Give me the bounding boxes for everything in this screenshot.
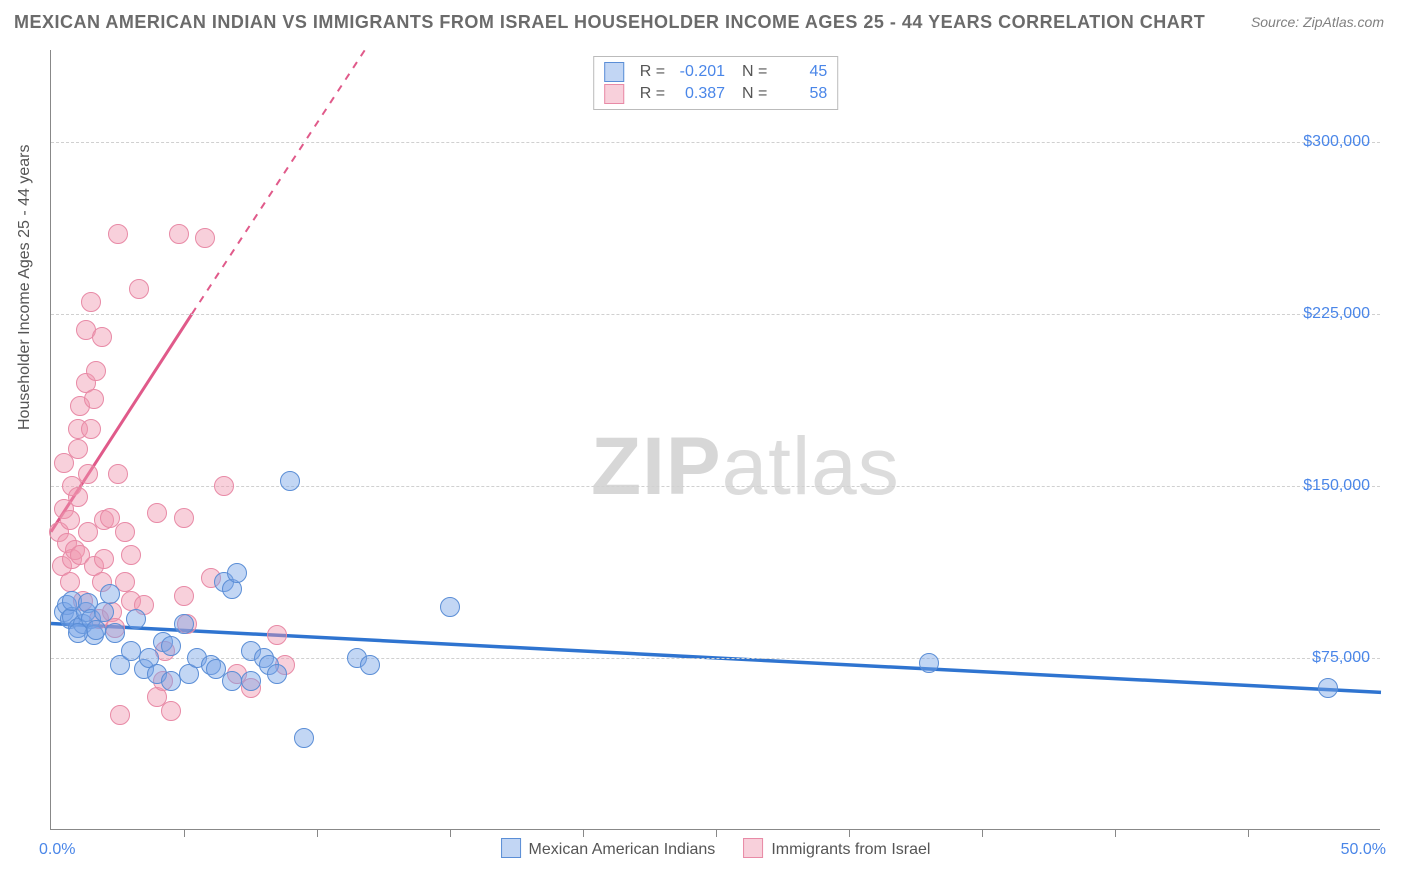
gridline-horizontal	[51, 142, 1380, 143]
scatter-point-series-a	[360, 655, 380, 675]
x-min-label: 0.0%	[39, 841, 75, 859]
x-max-label: 50.0%	[1341, 841, 1386, 859]
trend-lines-layer	[51, 50, 1381, 830]
scatter-point-series-b	[78, 464, 98, 484]
scatter-point-series-b	[147, 503, 167, 523]
x-tick	[450, 829, 451, 837]
trend-line	[192, 50, 365, 314]
scatter-point-series-b	[92, 327, 112, 347]
scatter-point-series-b	[86, 361, 106, 381]
scatter-point-series-b	[84, 389, 104, 409]
scatter-point-series-a	[105, 623, 125, 643]
scatter-point-series-b	[169, 224, 189, 244]
scatter-point-series-a	[280, 471, 300, 491]
y-tick-label: $75,000	[1312, 649, 1370, 667]
scatter-point-series-a	[161, 636, 181, 656]
xlegend-item-a: Mexican American Indians	[501, 838, 716, 859]
legend-r-label: R =	[640, 85, 665, 103]
scatter-point-series-b	[68, 487, 88, 507]
scatter-plot-area: ZIPatlas R = -0.201 N = 45 R = 0.387 N =…	[50, 50, 1380, 830]
source-label: Source:	[1251, 14, 1299, 30]
chart-title: MEXICAN AMERICAN INDIAN VS IMMIGRANTS FR…	[14, 12, 1205, 33]
scatter-point-series-a	[440, 597, 460, 617]
gridline-horizontal	[51, 314, 1380, 315]
legend-r-value-b: 0.387	[673, 85, 725, 103]
x-tick	[1248, 829, 1249, 837]
x-tick	[184, 829, 185, 837]
scatter-point-series-b	[81, 292, 101, 312]
xlegend-item-b: Immigrants from Israel	[743, 838, 930, 859]
scatter-point-series-b	[68, 439, 88, 459]
x-axis-series-legend: Mexican American Indians Immigrants from…	[501, 838, 931, 859]
y-axis-label: Householder Income Ages 25 - 44 years	[16, 145, 34, 431]
legend-row-series-b: R = 0.387 N = 58	[604, 83, 828, 105]
scatter-point-series-a	[94, 602, 114, 622]
scatter-point-series-b	[94, 549, 114, 569]
scatter-point-series-b	[108, 464, 128, 484]
y-tick-label: $225,000	[1303, 305, 1370, 323]
legend-n-label: N =	[733, 63, 767, 81]
xlegend-label-b: Immigrants from Israel	[771, 841, 930, 858]
gridline-horizontal	[51, 486, 1380, 487]
x-tick	[317, 829, 318, 837]
scatter-point-series-b	[60, 572, 80, 592]
y-tick-label: $300,000	[1303, 133, 1370, 151]
scatter-point-series-a	[121, 641, 141, 661]
scatter-point-series-b	[110, 705, 130, 725]
legend-r-label: R =	[640, 63, 665, 81]
scatter-point-series-a	[68, 623, 88, 643]
swatch-series-a	[604, 62, 624, 82]
source-value: ZipAtlas.com	[1303, 14, 1384, 30]
scatter-point-series-a	[241, 671, 261, 691]
x-tick	[982, 829, 983, 837]
scatter-point-series-b	[174, 586, 194, 606]
legend-n-value-b: 58	[775, 85, 827, 103]
swatch-series-b-bottom	[743, 838, 763, 858]
x-tick	[583, 829, 584, 837]
legend-n-value-a: 45	[775, 63, 827, 81]
source-attribution: Source: ZipAtlas.com	[1251, 14, 1384, 30]
scatter-point-series-a	[919, 653, 939, 673]
scatter-point-series-a	[126, 609, 146, 629]
y-tick-label: $150,000	[1303, 477, 1370, 495]
scatter-point-series-b	[108, 224, 128, 244]
scatter-point-series-b	[121, 545, 141, 565]
scatter-point-series-b	[161, 701, 181, 721]
scatter-point-series-b	[195, 228, 215, 248]
legend-n-label: N =	[733, 85, 767, 103]
swatch-series-a-bottom	[501, 838, 521, 858]
scatter-point-series-a	[294, 728, 314, 748]
scatter-point-series-b	[214, 476, 234, 496]
x-tick	[716, 829, 717, 837]
legend-row-series-a: R = -0.201 N = 45	[604, 61, 828, 83]
scatter-point-series-a	[174, 614, 194, 634]
scatter-point-series-a	[222, 671, 242, 691]
scatter-point-series-a	[161, 671, 181, 691]
legend-r-value-a: -0.201	[673, 63, 725, 81]
scatter-point-series-b	[115, 522, 135, 542]
correlation-legend: R = -0.201 N = 45 R = 0.387 N = 58	[593, 56, 839, 110]
scatter-point-series-a	[86, 620, 106, 640]
scatter-point-series-b	[129, 279, 149, 299]
xlegend-label-a: Mexican American Indians	[529, 841, 716, 858]
x-tick	[1115, 829, 1116, 837]
scatter-point-series-a	[227, 563, 247, 583]
scatter-point-series-a	[267, 664, 287, 684]
scatter-point-series-b	[267, 625, 287, 645]
x-tick	[849, 829, 850, 837]
scatter-point-series-a	[100, 584, 120, 604]
scatter-point-series-b	[174, 508, 194, 528]
scatter-point-series-b	[81, 419, 101, 439]
scatter-point-series-b	[60, 510, 80, 530]
scatter-point-series-a	[1318, 678, 1338, 698]
swatch-series-b	[604, 84, 624, 104]
